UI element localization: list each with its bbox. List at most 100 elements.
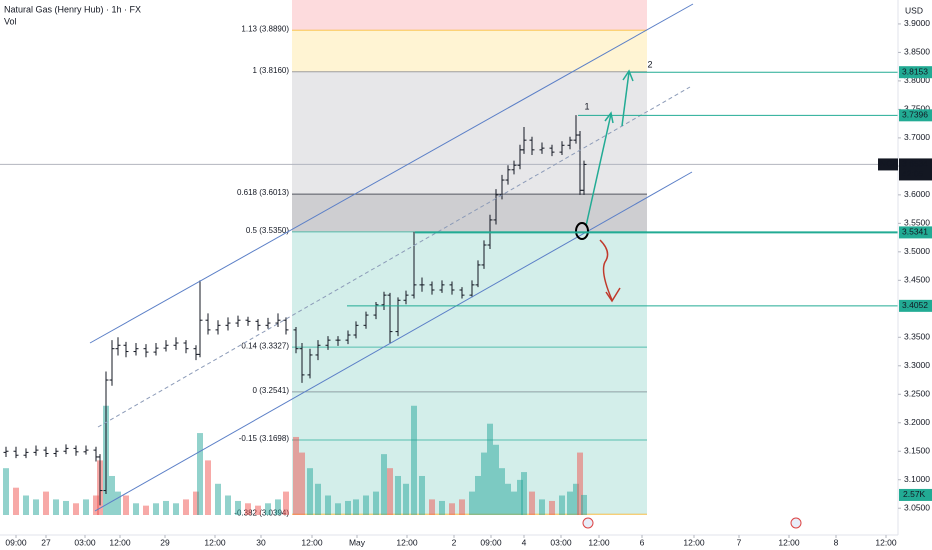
volume-bar [581,494,587,515]
x-tick-label: 12:00 [301,537,323,547]
fib-zone [292,391,647,440]
level-tag [899,109,932,122]
level-tag-label: 3.8153 [902,66,928,76]
event-flag[interactable] [582,517,594,529]
y-tick-label: 3.2500 [904,389,930,399]
volume-bar [53,499,59,515]
fib-zone [292,194,647,232]
volume-bar [335,503,341,515]
y-tick-label: 3.9000 [904,18,930,28]
chart-title: Natural Gas (Henry Hub) · 1h · FX [4,4,141,14]
countdown: 42:05 [902,169,924,179]
x-tick-label: 03:00 [550,537,572,547]
volume-bar [193,491,199,515]
symbol-tag-label: NGAS [880,159,904,169]
volume-bar [517,479,523,515]
volume-bar [183,499,189,515]
volume-bar [215,483,221,515]
volume-bar [373,491,379,515]
y-tick-label: 3.1500 [904,445,930,455]
x-tick-label: 12:00 [778,537,800,547]
volume-bar [511,491,517,515]
volume-bar [487,423,493,515]
volume-bar [539,499,545,515]
fib-label: 1 (3.8160) [253,66,290,75]
volume-bar [13,487,19,515]
volume-bar [283,491,289,515]
y-tick-label: 3.7000 [904,132,930,142]
volume-bar [307,468,313,515]
y-tick-label: 3.4500 [904,275,930,285]
volume-bar [265,503,271,515]
fib-label: 0.14 (3.3327) [241,341,289,350]
volume-bar [315,483,321,515]
volume-bar [439,500,445,515]
level-tag-label: 3.5341 [902,227,928,237]
volume-bar [275,499,281,515]
levels [347,71,898,307]
level-tag [899,66,932,79]
volume-bar [205,460,211,515]
fib-zone [292,0,647,31]
volume-bar [173,503,179,515]
fib-label: 0 (3.2541) [253,386,290,395]
y-tick-label: 3.5000 [904,246,930,256]
y-tick-label: 3.2000 [904,417,930,427]
volume-bar [559,495,565,515]
price-axis-bg [898,0,932,550]
volume-bar [23,495,29,515]
x-tick-label: May [349,537,366,547]
x-tick-label: 8 [834,537,839,547]
y-tick-label: 3.8500 [904,47,930,57]
volume-bar [3,468,9,515]
x-tick-label: 09:00 [480,537,502,547]
x-tick-label: 7 [737,537,742,547]
x-tick-label: 12:00 [396,537,418,547]
x-tick-label: 4 [522,537,527,547]
x-tick-label: 30 [256,537,266,547]
channel-lower [94,171,693,512]
level-tag-label: 3.4052 [902,300,928,310]
volume-bar [143,505,149,515]
y-tick-label: 3.1000 [904,474,930,484]
volume-bar [115,491,121,515]
volume-bar [387,468,393,515]
volume-bar [293,436,299,515]
fib-label: -0.382 (3.0394) [234,508,289,517]
x-tick-label: 12:00 [204,537,226,547]
x-tick-label: 6 [640,537,645,547]
volume-bar [299,452,305,515]
volume-bar [83,499,89,515]
volume-bar [225,495,231,515]
x-tick-label: 2 [452,537,457,547]
volume-bar [449,503,455,515]
x-tick-label: 12:00 [588,537,610,547]
price-tag-label: 3.6534 [902,159,928,169]
fib-label: -0.15 (3.1698) [239,434,290,443]
volume-bar [505,483,511,515]
volume-bar [469,491,475,515]
volume-bar [255,505,261,515]
volume-bar [197,433,203,515]
volume-bar [73,503,79,515]
volume-bar [567,491,573,515]
volume-bar [577,452,583,515]
x-tick-label: 29 [160,537,170,547]
volume-tag-label: 2.57K [903,489,926,499]
arrow-head [604,111,614,124]
volume-tag [899,488,932,501]
axes: 3.9000 3.8500 3.8000 3.7500 3.7000 3.6000 3.55… [5,18,932,547]
x-tick-label: 12:00 [683,537,705,547]
event-flag[interactable] [790,517,802,529]
y-tick-label: 3.7500 [904,104,930,114]
arrow-down [599,239,613,301]
volume-bar [235,500,241,515]
annotation: 2 [647,59,652,69]
volume-bar [481,452,487,515]
volume-bar [499,468,505,515]
level-tag-label: 3.7396 [902,110,928,120]
volume-bar [93,495,99,515]
fib-zone [292,231,647,348]
volume-pane [3,405,587,515]
